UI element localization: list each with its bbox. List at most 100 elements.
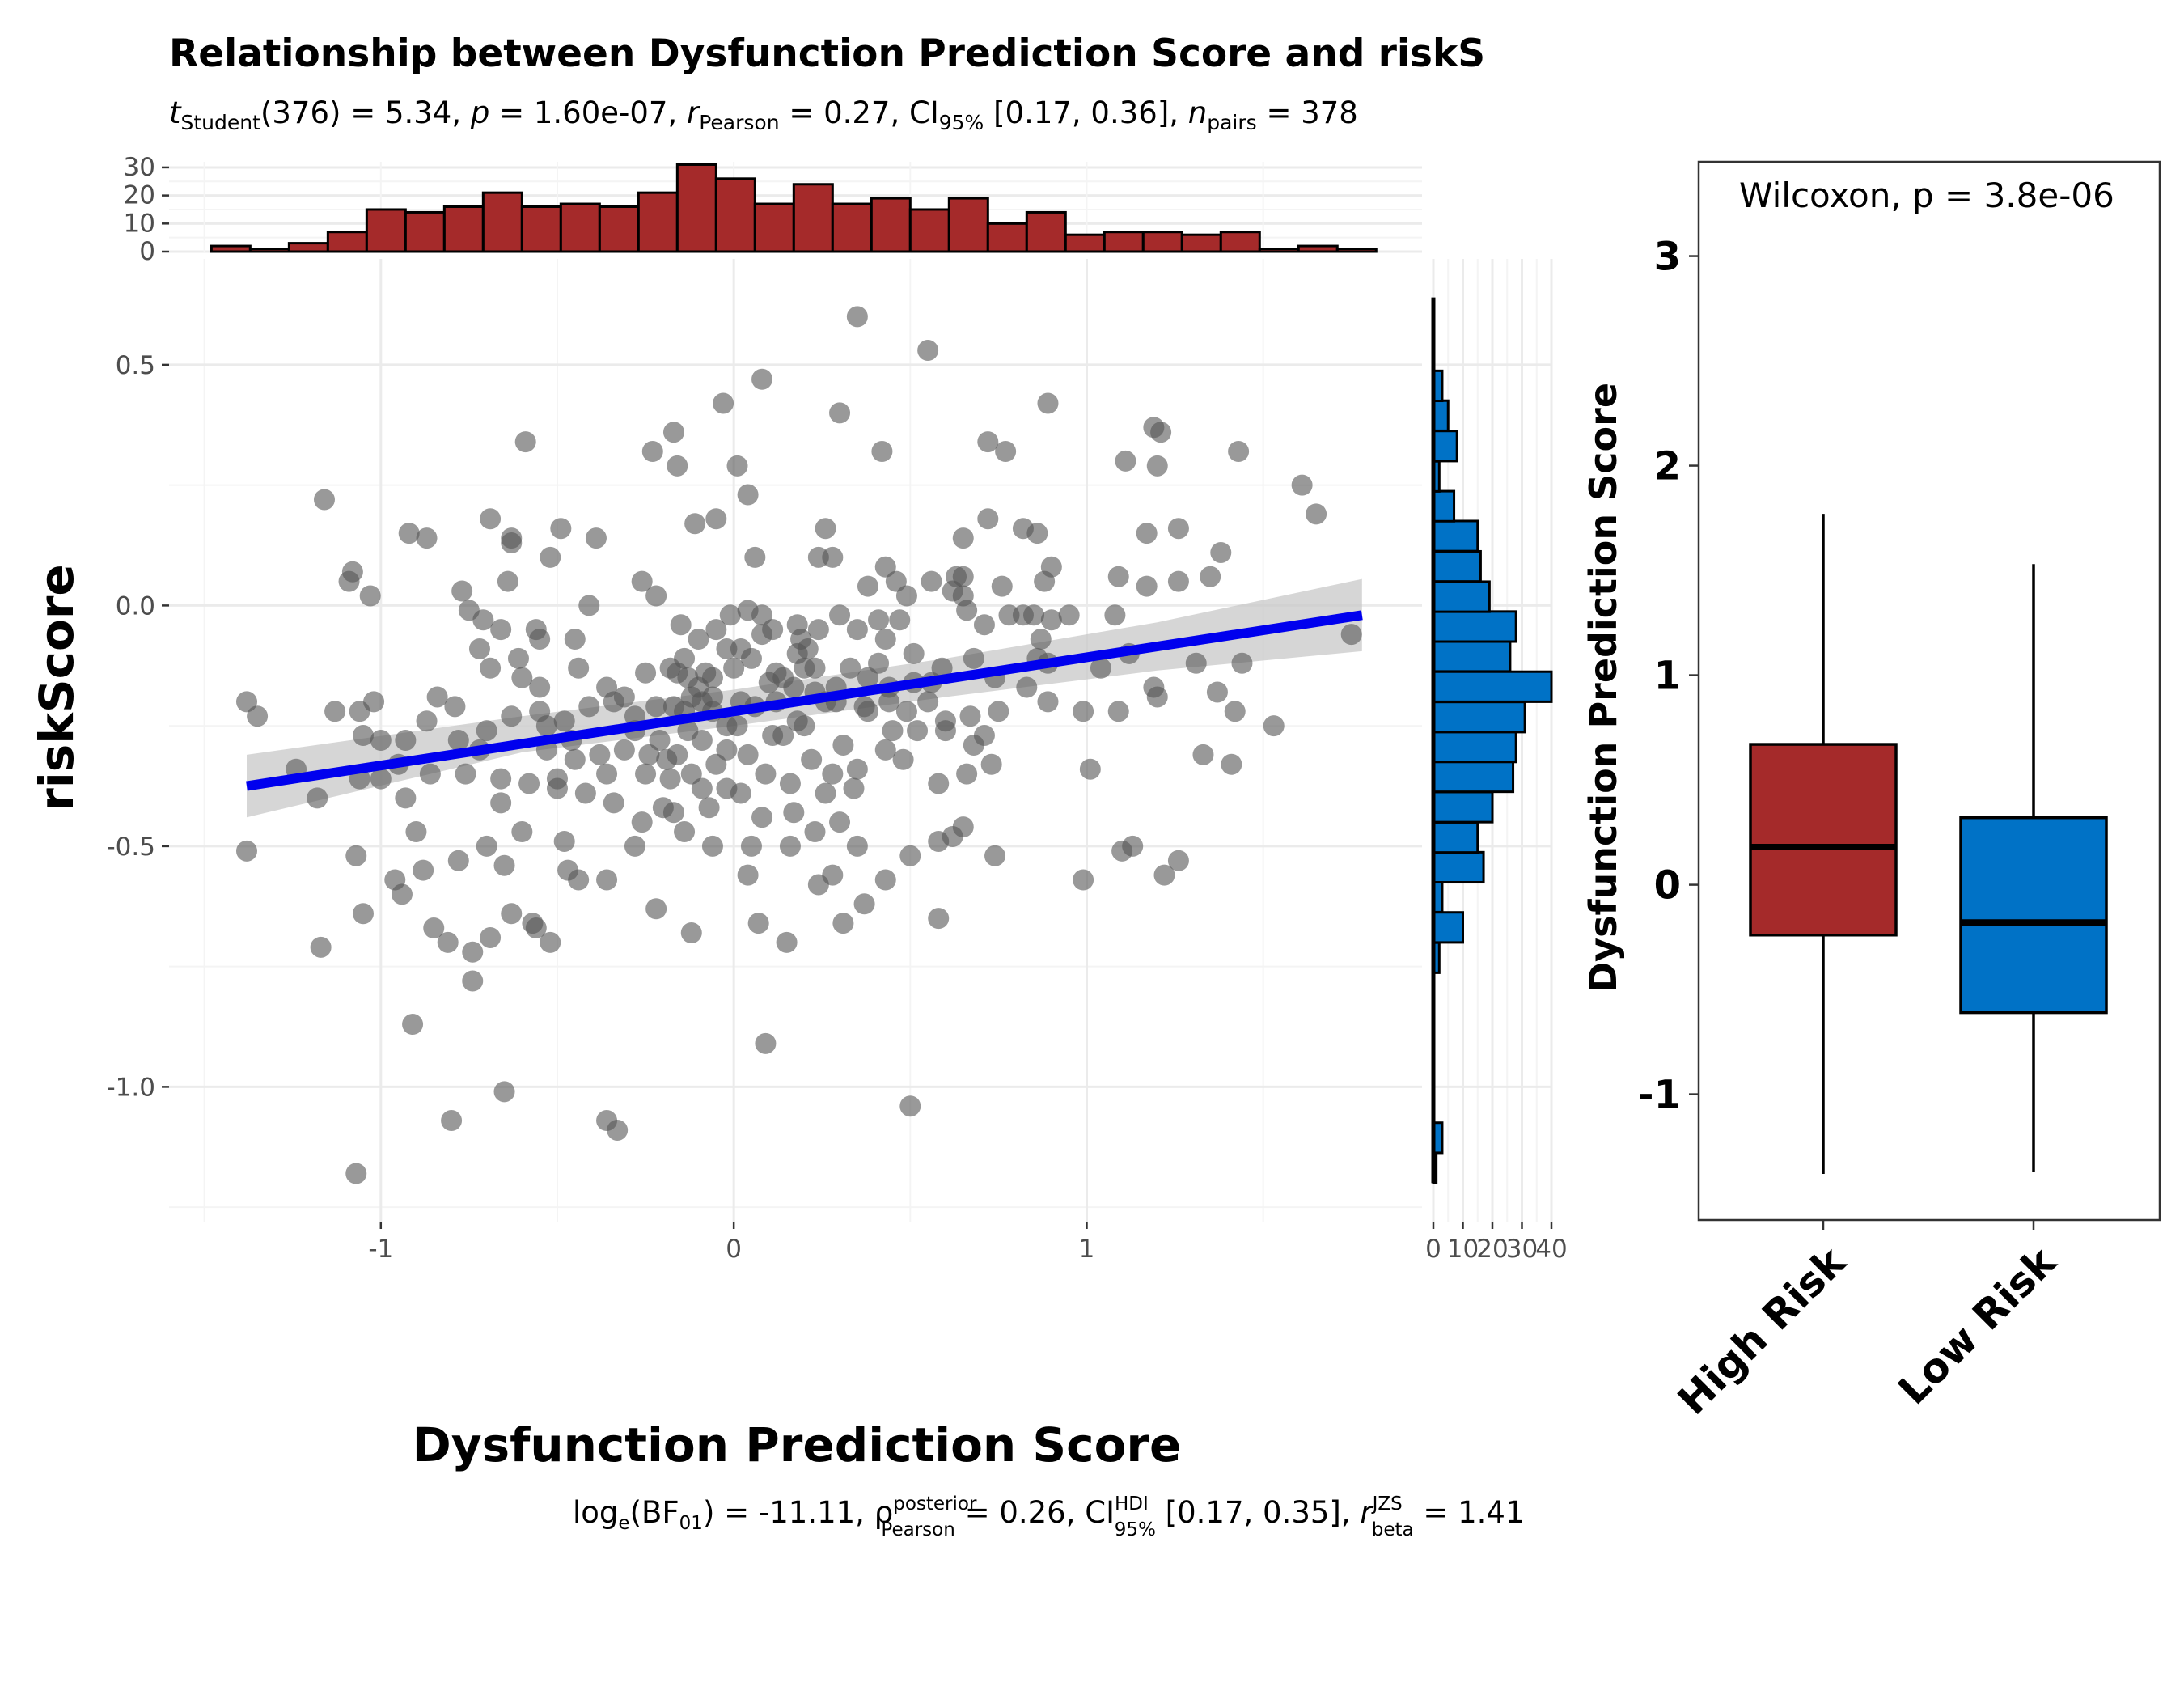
scatter-point — [345, 1163, 367, 1184]
caption-hdi-sup: HDI — [1115, 1494, 1149, 1515]
scatter-point — [705, 753, 727, 775]
scatter-point — [455, 763, 476, 785]
scatter-point — [903, 642, 925, 664]
subtitle-n-value: = 378 — [1257, 95, 1358, 130]
scatter-point — [564, 748, 586, 770]
scatter-point — [1079, 758, 1101, 780]
scatter-point — [662, 422, 684, 443]
scatter-point — [871, 441, 893, 462]
scatter-point — [638, 744, 660, 765]
top-hist-tick-label: 10 — [124, 209, 155, 238]
scatter-point — [723, 657, 745, 679]
scatter-point — [980, 753, 1002, 775]
scatter-point — [578, 696, 600, 718]
scatter-point — [540, 546, 561, 568]
scatter-point — [1263, 715, 1285, 737]
right-hist-bar — [1432, 820, 1479, 854]
caption-log-sub: e — [618, 1513, 629, 1534]
scatter-point — [490, 619, 512, 641]
scatter-point — [740, 647, 762, 669]
scatter-point — [659, 768, 681, 790]
scatter-point — [405, 821, 427, 843]
top-hist-bar — [287, 242, 329, 253]
scatter-point — [846, 758, 868, 780]
scatter-point — [395, 787, 417, 809]
scatter-point — [1107, 701, 1129, 722]
scatter-point — [514, 431, 536, 453]
scatter-point — [568, 869, 590, 891]
right-hist-bar — [1432, 701, 1526, 734]
boxplot-panel: High Risk Low Risk 3 2 1 0 -1 Wilcoxon, p = 3.8… — [1581, 160, 2161, 1424]
top-hist-bar — [637, 191, 679, 253]
top-hist-bar — [520, 205, 562, 253]
scatter-point — [1107, 566, 1129, 587]
scatter-point — [868, 609, 890, 631]
scatter-point — [1040, 609, 1062, 631]
scatter-points — [235, 306, 1362, 1184]
caption-rb-sub: beta — [1372, 1519, 1414, 1540]
scatter-point — [956, 600, 978, 621]
x-axis-title: Dysfunction Prediction Score — [413, 1417, 1182, 1472]
scatter-point — [719, 604, 741, 626]
right-hist-bar — [1432, 430, 1458, 463]
right-hist-tick-label: 30 — [1506, 1235, 1538, 1264]
x-tick-label: 0 — [726, 1235, 742, 1264]
scatter-point — [807, 619, 829, 641]
scatter-point — [1136, 523, 1158, 544]
scatter-point — [751, 368, 773, 390]
top-hist-bar — [326, 231, 368, 253]
y-tick-label: 0.0 — [116, 591, 155, 621]
box-category-label: Low Risk — [1890, 1237, 2066, 1413]
scatter-point — [472, 609, 494, 631]
right-hist-bar — [1432, 850, 1485, 884]
right-hist-bar — [1432, 549, 1482, 583]
top-hist-tick-label: 30 — [124, 153, 155, 182]
scatter-point — [857, 701, 878, 722]
box-body — [1959, 816, 2108, 1015]
scatter-point — [501, 903, 523, 925]
subtitle-r: r — [687, 95, 701, 130]
scatter-point — [701, 835, 723, 857]
scatter-point — [776, 931, 798, 953]
scatter-point — [1206, 681, 1228, 703]
scatter-point — [529, 629, 551, 650]
top-hist-bar — [831, 202, 873, 253]
scatter-point — [589, 744, 611, 765]
scatter-point — [645, 898, 667, 920]
scatter-point — [511, 821, 533, 843]
fit-line-layer — [246, 610, 1363, 791]
scatter-point — [395, 730, 417, 751]
scatter-point — [370, 730, 392, 751]
scatter-point — [363, 691, 385, 713]
scatter-point — [946, 566, 967, 587]
scatter-point — [310, 936, 332, 958]
top-hist-bar — [1103, 231, 1145, 253]
scatter-point — [973, 614, 995, 636]
scatter-point — [874, 556, 896, 578]
scatter-point — [874, 869, 896, 891]
scatter-point — [546, 777, 568, 799]
scatter-point — [550, 518, 572, 540]
scatter-point — [1231, 652, 1253, 674]
scatter-point — [843, 777, 865, 799]
scatter-point — [522, 913, 544, 934]
scatter-point — [359, 585, 381, 607]
scatter-point — [437, 931, 459, 953]
scatter-point — [885, 570, 907, 592]
scatter-point — [635, 662, 657, 684]
right-hist-bar — [1432, 580, 1491, 613]
caption-rho-sub: Pearson — [881, 1519, 954, 1540]
scatter-point — [934, 720, 956, 742]
scatter-point — [476, 720, 497, 742]
caption-hdi-value: [0.17, 0.35], — [1156, 1495, 1360, 1530]
scatter-point — [607, 1119, 629, 1141]
scatter-point — [1150, 422, 1172, 443]
caption-bf-sub: 01 — [679, 1513, 703, 1534]
top-hist-bar — [210, 244, 252, 253]
scatter-point — [645, 696, 667, 718]
scatter-point — [416, 527, 438, 549]
scatter-point — [846, 306, 868, 328]
scatter-point — [1058, 604, 1080, 626]
scatter-point — [603, 792, 624, 814]
scatter-point — [783, 676, 805, 698]
